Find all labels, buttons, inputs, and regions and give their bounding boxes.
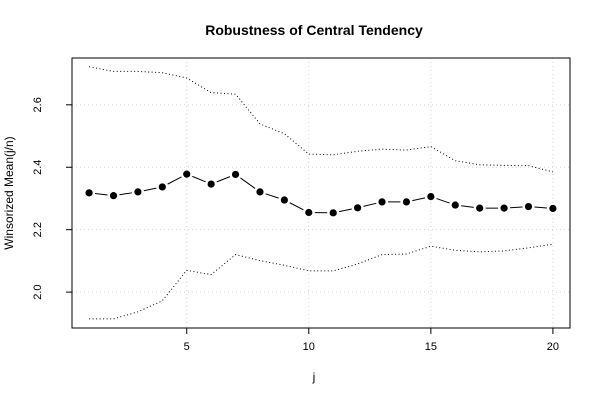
data-point xyxy=(451,201,459,209)
data-point xyxy=(109,192,118,200)
data-point xyxy=(256,188,264,196)
x-tick-label: 15 xyxy=(425,341,437,353)
y-tick-label: 2.0 xyxy=(32,284,44,299)
data-point xyxy=(85,189,93,197)
x-tick-label: 10 xyxy=(303,341,315,353)
series-segment xyxy=(338,208,352,213)
series-segment xyxy=(510,206,523,209)
data-point xyxy=(158,183,166,191)
series-segment xyxy=(289,202,304,211)
chart-title: Robustness of Central Tendency xyxy=(205,22,423,38)
data-point xyxy=(329,209,337,217)
series-segment xyxy=(167,176,182,185)
y-axis-label: Winsorized Mean(j/n) xyxy=(2,136,16,249)
series-segment xyxy=(143,187,157,192)
data-point xyxy=(427,192,435,201)
series-segment xyxy=(240,177,256,189)
data-point xyxy=(280,196,288,204)
y-tick-label: 2.6 xyxy=(32,97,44,112)
data-point xyxy=(476,204,484,212)
data-point xyxy=(183,170,191,178)
confidence-band-line-2 xyxy=(89,243,553,320)
series-segment xyxy=(119,192,133,196)
series-segment xyxy=(461,205,474,208)
y-tick-label: 2.2 xyxy=(32,222,44,237)
data-point xyxy=(207,180,215,188)
series-segment xyxy=(265,193,279,199)
x-tick-label: 5 xyxy=(184,341,190,353)
data-point xyxy=(305,208,313,217)
series-segment xyxy=(363,202,377,207)
data-point xyxy=(231,170,240,179)
x-tick-label: 20 xyxy=(547,341,559,353)
data-point xyxy=(134,188,142,196)
series-segment xyxy=(216,176,231,183)
series-segment xyxy=(534,206,547,209)
grid-lines xyxy=(72,58,570,328)
winsorized-mean-series xyxy=(85,170,557,217)
x-axis-label: j xyxy=(312,370,316,384)
confidence-band-line-1 xyxy=(89,66,554,173)
data-point xyxy=(402,198,411,206)
data-point xyxy=(378,198,386,206)
data-point xyxy=(524,202,533,211)
series-segment xyxy=(436,198,450,204)
series-layer xyxy=(85,66,557,320)
y-tick-label: 2.4 xyxy=(32,160,44,175)
data-point xyxy=(354,204,362,212)
data-point xyxy=(549,204,557,213)
series-segment xyxy=(412,197,426,202)
plot-frame xyxy=(71,57,571,329)
series-segment xyxy=(192,175,206,183)
axis-ticks: 5 10 15 20 2.0 2.2 2.4 2.6 xyxy=(32,97,559,353)
data-point xyxy=(500,204,508,212)
series-segment xyxy=(94,193,108,196)
